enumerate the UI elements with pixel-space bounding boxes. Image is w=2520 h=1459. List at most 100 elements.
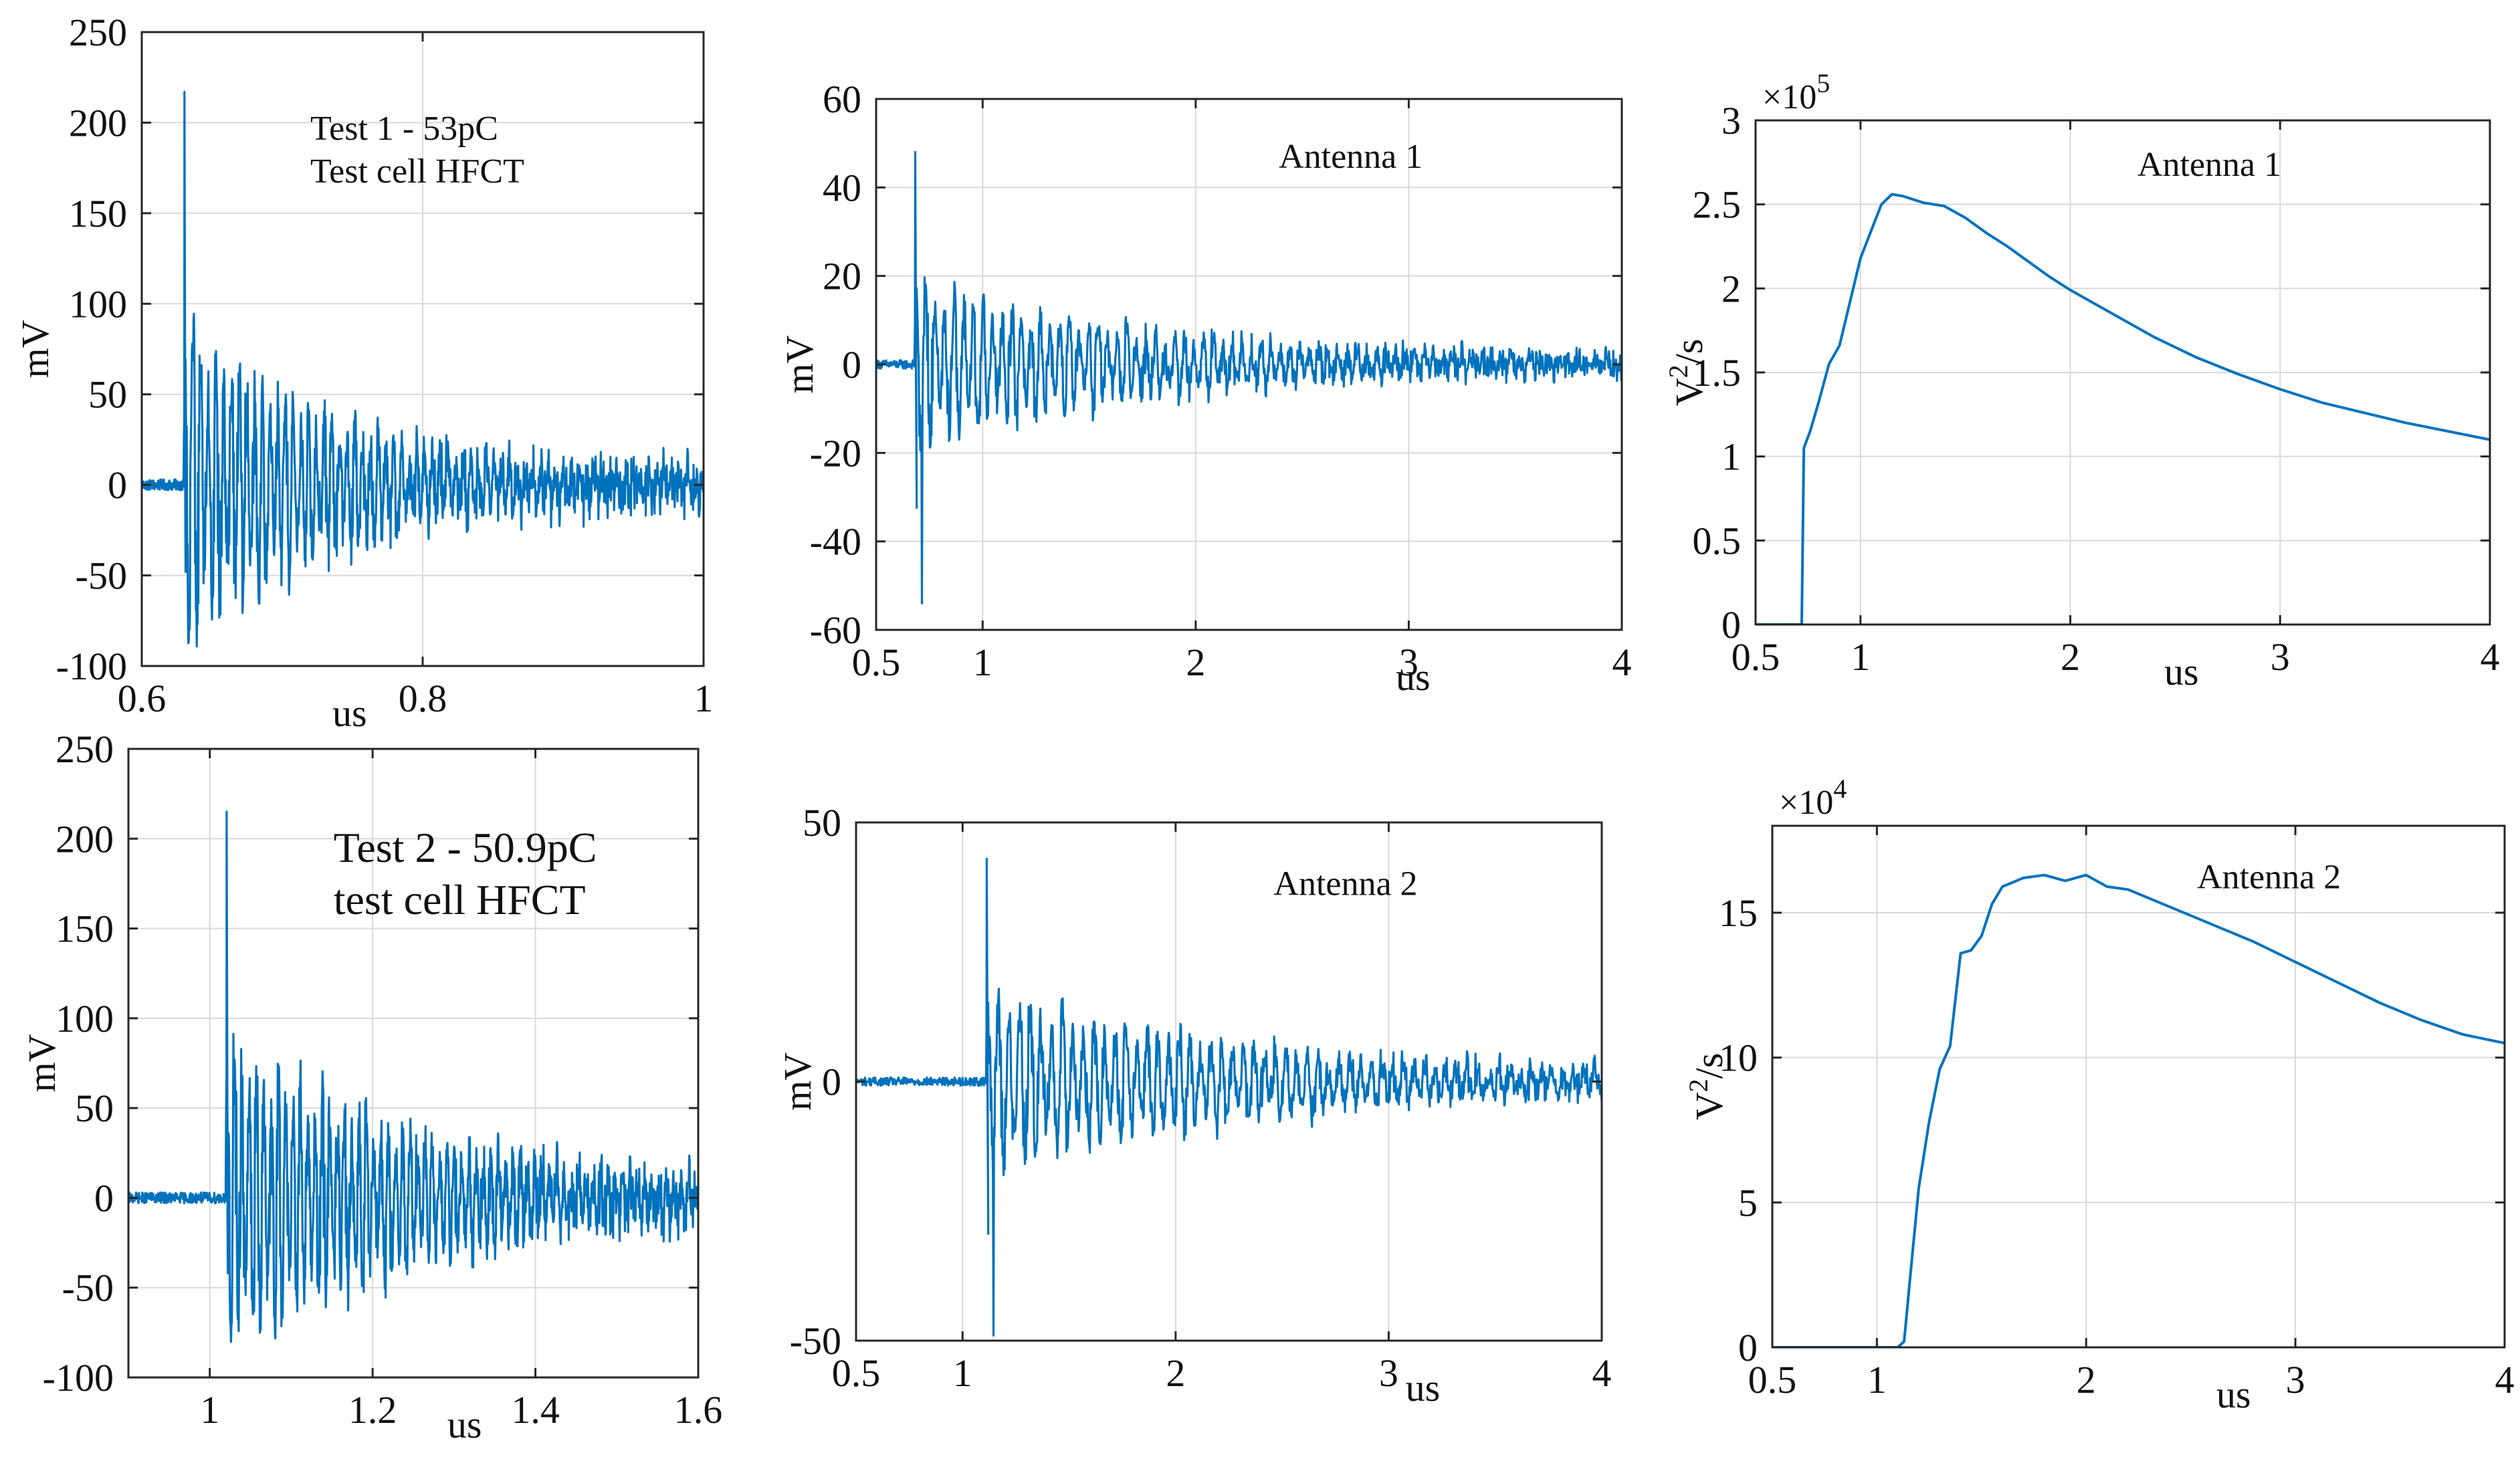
p6-y-tick-label-0: 0 [1738, 1326, 1758, 1369]
p2-x-tick-label-3: 3 [1399, 641, 1419, 684]
p5-y-tick-label-1: 0 [822, 1060, 841, 1104]
p4-y-tick-label-1: -50 [62, 1266, 114, 1310]
p4-x-axis-label: us [447, 1403, 482, 1446]
p3-y-tick-label-0: 0 [1721, 603, 1741, 647]
p6-x-tick-label-0: 0.5 [1748, 1358, 1797, 1401]
p6-series-line [1772, 873, 2505, 1347]
chart-p5: 0.5 1 2 3 4 -50 0 50 us mV Antenna 2 [776, 801, 1612, 1410]
p5-x-tick-label-2: 2 [1166, 1351, 1185, 1395]
p3-x-tick-label-2: 2 [2061, 635, 2080, 679]
p6-x-axis-label: us [2216, 1373, 2251, 1416]
p2-x-tick-label-2: 2 [1186, 641, 1205, 684]
p6-x-tick-label-1: 1 [1867, 1358, 1887, 1401]
p6-y-tick-label-3: 15 [1719, 891, 1758, 935]
p3-y-tick-label-2: 1 [1721, 435, 1741, 479]
p1-annotation-0: Test 1 - 53pC [310, 110, 498, 148]
p5-y-tick-label-2: 50 [803, 801, 841, 845]
chart-p1: 0.6 0.8 1 -100 -50 0 50 100 150 200 250 us mV Test 1 … [13, 11, 714, 735]
p3-x-axis-label: us [2164, 650, 2199, 693]
p2-x-tick-label-0: 0.5 [852, 641, 901, 684]
p2-y-tick-label-4: 20 [823, 255, 861, 298]
p5-x-tick-label-0: 0.5 [832, 1351, 881, 1395]
p3-y-tick-label-5: 2.5 [1693, 183, 1742, 227]
p1-y-tick-label-4: 100 [69, 282, 127, 326]
p4-x-tick-label-1: 1.2 [348, 1388, 397, 1432]
p2-y-tick-label-6: 60 [823, 78, 861, 121]
p4-series-line [128, 810, 698, 1343]
p2-annotation-0: Antenna 1 [1279, 138, 1423, 176]
p4-axes-box [127, 748, 700, 1379]
p2-y-tick-label-5: 40 [823, 166, 861, 209]
p3-y-tick-label-1: 0.5 [1693, 519, 1742, 562]
p1-y-tick-label-3: 50 [88, 373, 127, 417]
p2-y-tick-label-2: -20 [810, 431, 861, 475]
p4-x-tick-label-2: 1.4 [511, 1388, 560, 1432]
p6-x-tick-label-2: 2 [2077, 1358, 2096, 1401]
p4-y-tick-label-6: 200 [56, 817, 114, 861]
p6-y-axis-label: V2/s [1683, 1053, 1731, 1121]
p3-exponent-label: ×105 [1762, 68, 1830, 116]
chart-p6: 0.5 1 2 3 4 0 5 10 15 us V2/s ×104 Antenna 2 [1683, 774, 2515, 1416]
p3-series-line [1756, 193, 2490, 625]
p6-annotation-0: Antenna 2 [2197, 859, 2341, 897]
p2-y-tick-label-1: -40 [810, 520, 861, 564]
p1-y-tick-label-2: 0 [108, 463, 127, 507]
p4-y-tick-label-0: -100 [43, 1356, 114, 1399]
p4-x-tick-label-0: 1 [200, 1388, 219, 1432]
p2-series-line [876, 150, 1622, 604]
p2-y-tick-label-0: -60 [810, 608, 861, 652]
p1-y-axis-label: mV [13, 320, 57, 378]
p4-y-tick-label-5: 150 [56, 907, 114, 951]
p1-x-axis-label: us [332, 691, 367, 735]
p4-plot-area [128, 749, 698, 1377]
p5-x-tick-label-1: 1 [953, 1351, 972, 1395]
p3-y-tick-label-6: 3 [1721, 99, 1741, 142]
p2-x-axis-label: us [1396, 655, 1431, 699]
p4-annotation-0: Test 2 - 50.9pC [334, 824, 597, 871]
p4-x-tick-label-3: 1.6 [674, 1388, 723, 1432]
p4-y-axis-label: mV [20, 1034, 64, 1092]
p5-x-tick-label-3: 3 [1379, 1351, 1398, 1395]
p3-x-tick-label-4: 4 [2481, 635, 2500, 679]
p3-y-tick-label-4: 2 [1721, 267, 1741, 310]
p2-y-axis-label: mV [778, 335, 821, 393]
p1-y-tick-label-1: -50 [76, 554, 127, 598]
p3-y-tick-label-3: 1.5 [1693, 351, 1742, 395]
p5-x-axis-label: us [1406, 1366, 1441, 1410]
p5-x-tick-label-4: 4 [1592, 1351, 1612, 1395]
p6-x-tick-label-3: 3 [2286, 1358, 2305, 1401]
p1-x-tick-label-2: 1 [694, 677, 714, 720]
p5-series-line [856, 857, 1602, 1337]
p6-exponent-label: ×104 [1779, 774, 1847, 822]
p2-x-tick-label-4: 4 [1612, 641, 1632, 684]
p5-y-tick-label-0: -50 [790, 1319, 841, 1363]
p1-x-tick-label-1: 0.8 [399, 677, 447, 720]
p6-plot-area [1772, 826, 2505, 1347]
p3-annotation-0: Antenna 1 [2137, 146, 2281, 184]
p4-annotation-1: test cell HFCT [334, 876, 586, 923]
chart-p4: 1 1.2 1.4 1.6 -100 -50 0 50 100 150 200 250 us mV Test… [20, 727, 722, 1446]
p3-y-axis-label: V2/s [1663, 339, 1711, 407]
p3-x-tick-label-3: 3 [2271, 635, 2290, 679]
p4-y-tick-label-2: 0 [94, 1176, 114, 1220]
p1-y-tick-label-7: 250 [69, 11, 127, 54]
p1-y-tick-label-0: -100 [56, 645, 127, 688]
p1-y-tick-label-5: 150 [69, 192, 127, 235]
p4-y-tick-label-4: 100 [56, 997, 114, 1040]
p4-y-tick-label-7: 250 [56, 727, 114, 771]
p4-y-tick-label-3: 50 [75, 1087, 114, 1130]
p6-y-tick-label-2: 10 [1719, 1036, 1758, 1080]
p2-y-tick-label-3: 0 [842, 343, 861, 386]
p2-x-tick-label-1: 1 [973, 641, 992, 684]
p5-annotation-0: Antenna 2 [1273, 865, 1417, 903]
p1-annotation-1: Test cell HFCT [310, 152, 524, 191]
p5-y-axis-label: mV [776, 1052, 819, 1111]
p3-x-tick-label-1: 1 [1851, 635, 1870, 679]
p6-x-tick-label-4: 4 [2495, 1358, 2515, 1401]
chart-p2: 0.5 1 2 3 4 -60 -40 -20 0 20 40 60 us mV Antenna 1 [778, 78, 1632, 699]
p6-y-tick-label-1: 5 [1738, 1181, 1758, 1224]
p3-x-tick-label-0: 0.5 [1731, 635, 1780, 679]
p1-series-line [142, 90, 704, 648]
